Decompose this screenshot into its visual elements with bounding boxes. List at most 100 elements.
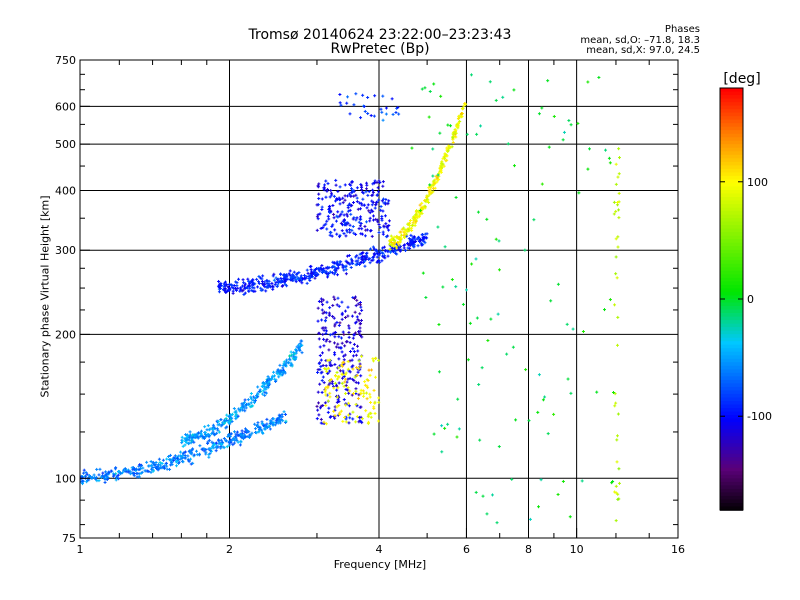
colorbar-segment — [720, 109, 743, 114]
colorbar-segment — [720, 365, 743, 371]
colorbar-segment — [720, 161, 743, 167]
y-axis-label: Stationary phase Virtual Height [km] — [38, 195, 52, 398]
colorbar-segment — [720, 453, 743, 459]
colorbar-segment — [720, 154, 743, 160]
colorbar-segment — [720, 355, 743, 360]
y-tick-label: 500 — [55, 138, 76, 151]
colorbar-segment — [720, 147, 743, 153]
colorbar-segment — [720, 200, 743, 205]
x-tick-label: 8 — [525, 543, 532, 556]
colorbar-segment — [720, 429, 743, 434]
colorbar-segment — [720, 197, 743, 202]
y-tick-label: 600 — [55, 100, 76, 113]
colorbar-segment — [720, 253, 743, 258]
colorbar-segment — [720, 393, 743, 399]
colorbar-segment — [720, 362, 743, 367]
chart-subtitle: RwPretec (Bp) — [330, 41, 430, 57]
colorbar-segment — [720, 291, 743, 297]
colorbar-segment — [720, 302, 743, 307]
x-tick-label: 6 — [463, 543, 470, 556]
colorbar-segment — [720, 313, 743, 318]
colorbar-segment — [720, 232, 743, 237]
colorbar-segment — [720, 351, 743, 357]
colorbar-segment — [720, 478, 743, 483]
colorbar-segment — [720, 348, 743, 353]
colorbar-segment — [720, 376, 743, 381]
colorbar-segment — [720, 249, 743, 255]
colorbar-segment — [720, 390, 743, 395]
colorbar-segment — [720, 242, 743, 248]
y-tick-label: 100 — [55, 472, 76, 485]
colorbar-segment — [720, 299, 743, 304]
x-tick-label: 2 — [226, 543, 233, 556]
colorbar-segment — [720, 439, 743, 444]
colorbar-segment — [720, 193, 743, 198]
y-tick-label: 750 — [55, 54, 76, 67]
colorbar-segment — [720, 126, 743, 131]
colorbar-segment — [720, 432, 743, 437]
colorbar-segment — [720, 341, 743, 346]
colorbar-segment — [720, 481, 743, 487]
colorbar-segment — [720, 158, 743, 163]
colorbar-segment — [720, 306, 743, 311]
colorbar-segment — [720, 225, 743, 230]
colorbar-segment — [720, 320, 743, 325]
x-tick-label: 16 — [671, 543, 685, 556]
colorbar-segment — [720, 488, 743, 494]
colorbar-segment — [720, 422, 743, 427]
colorbar-unit-label: [deg] — [723, 71, 761, 87]
colorbar-segment — [720, 316, 743, 321]
colorbar-segment — [720, 211, 743, 216]
colorbar-segment — [720, 386, 743, 392]
colorbar-segment — [720, 168, 743, 174]
x-tick-label: 1 — [77, 543, 84, 556]
colorbar-segment — [720, 207, 743, 212]
x-tick-label: 10 — [570, 543, 584, 556]
colorbar-segment — [720, 274, 743, 279]
y-tick-label: 300 — [55, 244, 76, 257]
colorbar-segment — [720, 98, 743, 103]
colorbar-segment — [720, 102, 743, 107]
colorbar-segment — [720, 379, 743, 385]
colorbar-segment — [720, 446, 743, 452]
colorbar-segment — [720, 485, 743, 490]
colorbar-segment — [720, 309, 743, 314]
colorbar-segment — [720, 337, 743, 342]
colorbar-segment — [720, 436, 743, 441]
colorbar-segment — [720, 144, 743, 149]
colorbar-segment — [720, 105, 743, 110]
colorbar-segment — [720, 172, 743, 177]
colorbar-segment — [720, 119, 743, 124]
grid-lines — [80, 60, 678, 538]
colorbar-segment — [720, 116, 743, 121]
colorbar-segment — [720, 383, 743, 388]
colorbar-segment — [720, 88, 743, 93]
colorbar-segment — [720, 228, 743, 233]
colorbar-segment — [720, 323, 743, 328]
colorbar-segment — [720, 464, 743, 469]
colorbar-segment — [720, 450, 743, 455]
colorbar-segment — [720, 334, 743, 339]
colorbar-segment — [720, 506, 743, 511]
colorbar-segment — [720, 277, 743, 283]
colorbar-segment — [720, 408, 743, 413]
colorbar-segment — [720, 411, 743, 416]
colorbar-segment — [720, 425, 743, 430]
colorbar-segment — [720, 415, 743, 420]
colorbar-segment — [720, 474, 743, 480]
x-tick-label: 4 — [376, 543, 383, 556]
colorbar-segment — [720, 502, 743, 508]
phases-heading: Phases — [664, 24, 700, 35]
colorbar-segment — [720, 256, 743, 262]
colorbar-segment — [720, 492, 743, 497]
colorbar-segment — [720, 457, 743, 462]
colorbar-segment — [720, 218, 743, 223]
colorbar-segment — [720, 267, 743, 272]
colorbar-segment — [720, 123, 743, 128]
colorbar-segment — [720, 330, 743, 335]
colorbar-segment — [720, 214, 743, 219]
colorbar-segment — [720, 140, 743, 146]
colorbar-segment — [720, 182, 743, 188]
colorbar-segment — [720, 204, 743, 209]
